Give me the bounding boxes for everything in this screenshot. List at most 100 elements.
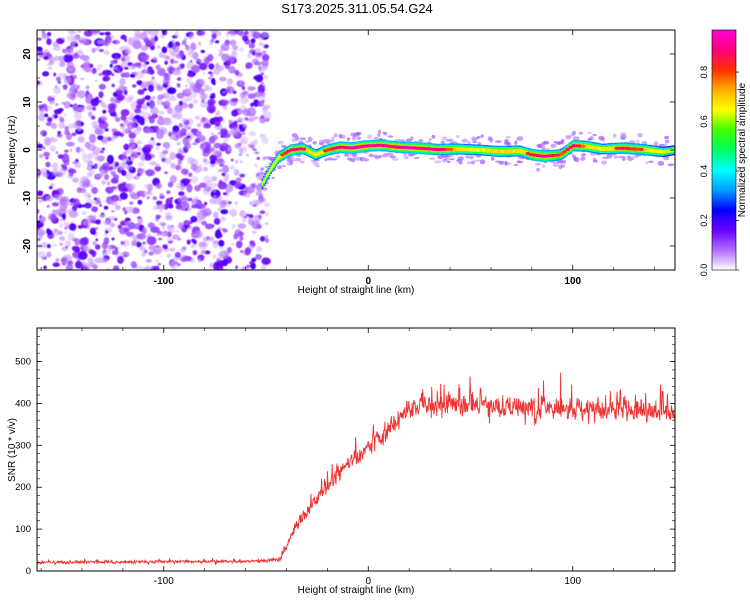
spectrogram-noise-speck — [73, 198, 80, 207]
spectrogram-noise-speck — [77, 190, 81, 194]
spectrogram-noise-speck — [177, 197, 182, 203]
spectrogram-noise-speck — [191, 204, 198, 209]
spectrogram-noise-speck — [94, 227, 99, 230]
spectrogram-noise-speck — [37, 37, 42, 41]
spectrogram-ridge-cell — [646, 148, 649, 153]
spectrogram-ridge-cell — [653, 148, 656, 153]
spectrogram-halo-speck — [560, 139, 565, 143]
spectrogram-halo-speck — [372, 154, 380, 158]
spectrogram-noise-speck — [261, 95, 266, 98]
spectrogram-noise-speck — [112, 66, 118, 70]
spectrogram-noise-speck — [84, 191, 91, 199]
spectrogram-noise-speck — [261, 257, 271, 266]
spectrogram-noise-speck — [77, 225, 83, 229]
spectrogram-ridge-cell — [506, 149, 509, 154]
spectrogram-ridge-cell — [505, 149, 507, 154]
spectrogram-noise-speck — [230, 158, 234, 162]
colorbar-tick-label: 0.2 — [699, 214, 709, 227]
spectrogram-noise-speck — [146, 236, 157, 246]
spectrogram-noise-speck — [121, 170, 127, 176]
snr-x-tick-label: -100 — [154, 576, 174, 587]
spectrogram-noise-speck — [147, 222, 155, 229]
spectrogram-halo-speck — [516, 136, 524, 142]
spectrogram-noise-speck — [46, 38, 52, 46]
spectrogram-halo-speck — [378, 155, 382, 159]
spectrogram-ridge-cell — [596, 146, 599, 151]
spectrogram-noise-speck — [136, 145, 143, 152]
spectrogram-noise-speck — [118, 183, 126, 193]
spectrogram-noise-speck — [137, 199, 143, 205]
spectrogram-noise-region — [37, 30, 272, 270]
spectrogram-noise-speck — [106, 181, 111, 186]
spectrogram-noise-speck — [259, 133, 266, 138]
spectrogram-noise-speck — [175, 229, 180, 233]
spectrogram-ridge-cell — [496, 149, 499, 154]
spectrogram-ridge-cell — [666, 149, 669, 153]
spectrogram-halo-speck — [447, 160, 451, 164]
spectrogram-noise-speck — [207, 54, 214, 62]
spectrogram-noise-speck — [85, 85, 90, 90]
spectrogram-ridge-cell — [612, 146, 614, 151]
spectrogram-noise-speck — [225, 32, 229, 38]
spectrogram-noise-speck — [203, 186, 212, 192]
spectrogram-noise-speck — [196, 218, 204, 224]
spectrogram-noise-speck — [204, 84, 210, 90]
spectrogram-halo-speck — [346, 137, 351, 141]
spectrogram-noise-speck — [231, 224, 236, 230]
spectrogram-noise-speck — [122, 239, 130, 247]
spectrogram-noise-speck — [174, 104, 183, 113]
spectrogram-noise-speck — [222, 228, 228, 233]
spectrogram-noise-speck — [62, 200, 70, 207]
spectrogram-noise-speck — [187, 197, 193, 202]
spectrogram-noise-speck — [128, 142, 133, 145]
spectrogram-halo-speck — [540, 144, 545, 149]
spectrogram-noise-speck — [78, 262, 84, 267]
spectrogram-noise-speck — [192, 250, 198, 256]
spectrogram-ridge-cell — [518, 149, 520, 154]
spectrogram-noise-speck — [219, 76, 227, 82]
spectrogram-noise-speck — [44, 113, 49, 118]
spectrogram-noise-speck — [261, 99, 265, 103]
spectrogram-halo-speck — [606, 153, 613, 159]
spectrogram-noise-speck — [176, 92, 185, 99]
spectrogram-noise-speck — [115, 89, 124, 96]
spectrogram-halo-speck — [587, 137, 592, 141]
spectrogram-noise-speck — [175, 182, 185, 190]
spectrogram-noise-speck — [72, 246, 79, 252]
spectrogram-halo-speck — [387, 135, 394, 138]
spectrogram-noise-speck — [73, 104, 79, 114]
spectrogram-noise-speck — [45, 157, 49, 160]
spectrogram-noise-speck — [136, 265, 146, 270]
spectrogram-noise-speck — [80, 176, 89, 184]
spectrogram-noise-speck — [142, 88, 148, 91]
spectrogram-noise-speck — [184, 142, 192, 150]
spectrogram-noise-speck — [247, 86, 255, 91]
spectrogram-noise-speck — [156, 200, 163, 206]
spectrogram-noise-speck — [55, 103, 59, 106]
spectrogram-noise-speck — [260, 167, 265, 171]
spectrogram-noise-speck — [156, 64, 162, 71]
spectrogram-noise-speck — [139, 32, 148, 41]
spectrogram-noise-speck — [226, 78, 234, 85]
spectrogram-halo-speck — [592, 133, 597, 136]
spectrogram-noise-speck — [109, 67, 114, 71]
spectrogram-noise-speck — [79, 187, 87, 194]
spectrogram-noise-speck — [43, 55, 49, 60]
colorbar-label: Normalized spectral amplitude — [737, 82, 748, 217]
spectrogram-noise-speck — [252, 86, 256, 91]
spectrogram-noise-speck — [95, 244, 101, 250]
spectrogram-halo-speck — [581, 153, 586, 157]
spectrogram-noise-speck — [258, 214, 262, 219]
spectrogram-noise-speck — [190, 216, 198, 223]
spectrogram-noise-speck — [238, 231, 244, 237]
spectrogram-noise-speck — [118, 162, 126, 170]
snr-y-tick-label: 200 — [15, 482, 31, 493]
spectrogram-ridge-cell — [611, 146, 613, 151]
spectrogram-noise-speck — [167, 66, 176, 72]
spectrogram-noise-speck — [163, 157, 172, 165]
spectrogram-noise-speck — [191, 65, 200, 74]
spectrogram-noise-speck — [99, 204, 103, 207]
spectrogram-noise-speck — [201, 30, 206, 35]
spectrogram-noise-speck — [235, 182, 243, 187]
spectrogram-noise-speck — [105, 230, 109, 234]
